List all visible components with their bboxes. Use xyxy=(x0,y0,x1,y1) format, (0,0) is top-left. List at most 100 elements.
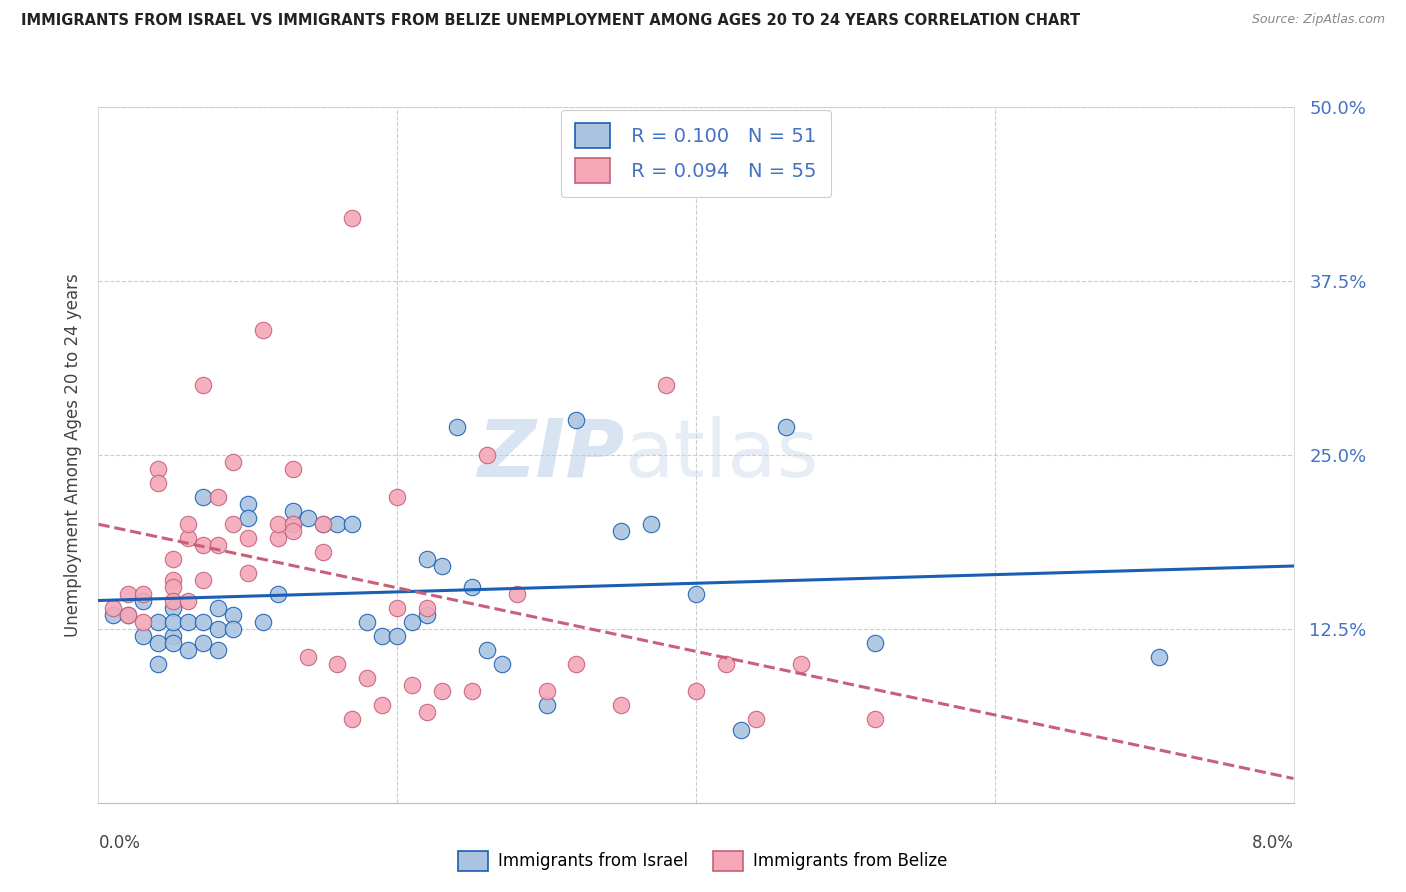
Point xyxy=(191,378,214,392)
Point xyxy=(148,636,170,650)
Point xyxy=(103,607,125,622)
Point xyxy=(714,657,737,671)
Point xyxy=(207,538,229,552)
Text: IMMIGRANTS FROM ISRAEL VS IMMIGRANTS FROM BELIZE UNEMPLOYMENT AMONG AGES 20 TO 2: IMMIGRANTS FROM ISRAEL VS IMMIGRANTS FRO… xyxy=(21,13,1080,29)
Point xyxy=(565,413,588,427)
Point xyxy=(536,684,558,698)
Point xyxy=(371,698,394,713)
Point xyxy=(775,420,797,434)
Text: 8.0%: 8.0% xyxy=(1251,834,1294,852)
Point xyxy=(267,532,290,546)
Point xyxy=(162,601,184,615)
Point xyxy=(506,587,529,601)
Point xyxy=(162,573,184,587)
Point xyxy=(281,503,304,517)
Point xyxy=(267,587,290,601)
Point xyxy=(207,601,229,615)
Point xyxy=(132,629,155,643)
Point xyxy=(191,636,214,650)
Point xyxy=(416,601,439,615)
Point xyxy=(177,594,200,608)
Point xyxy=(311,517,333,532)
Point xyxy=(281,517,304,532)
Point xyxy=(863,712,886,726)
Point xyxy=(132,587,155,601)
Point xyxy=(252,615,274,629)
Point xyxy=(222,622,245,636)
Point xyxy=(685,587,707,601)
Point xyxy=(446,420,468,434)
Point xyxy=(132,594,155,608)
Point xyxy=(207,642,229,657)
Point xyxy=(191,615,214,629)
Point xyxy=(326,517,349,532)
Point xyxy=(565,657,588,671)
Point xyxy=(491,657,513,671)
Point xyxy=(252,323,274,337)
Point xyxy=(655,378,678,392)
Point xyxy=(191,538,214,552)
Point xyxy=(103,601,125,615)
Point xyxy=(148,462,170,476)
Point xyxy=(536,698,558,713)
Point xyxy=(640,517,662,532)
Point xyxy=(222,607,245,622)
Point xyxy=(610,524,633,539)
Point xyxy=(461,580,484,594)
Point xyxy=(148,475,170,490)
Point xyxy=(297,649,319,664)
Point xyxy=(789,657,811,671)
Point xyxy=(416,607,439,622)
Point xyxy=(356,671,378,685)
Point xyxy=(863,636,886,650)
Text: ZIP: ZIP xyxy=(477,416,624,494)
Point xyxy=(281,524,304,539)
Point xyxy=(356,615,378,629)
Text: atlas: atlas xyxy=(624,416,818,494)
Legend: Immigrants from Israel, Immigrants from Belize: Immigrants from Israel, Immigrants from … xyxy=(450,842,956,880)
Point xyxy=(177,642,200,657)
Point xyxy=(430,684,453,698)
Point xyxy=(191,490,214,504)
Point xyxy=(177,517,200,532)
Point xyxy=(207,490,229,504)
Point xyxy=(475,448,498,462)
Point xyxy=(191,573,214,587)
Point xyxy=(311,517,333,532)
Point xyxy=(236,566,259,581)
Point xyxy=(416,706,439,720)
Point xyxy=(326,657,349,671)
Point xyxy=(117,607,139,622)
Point xyxy=(117,587,139,601)
Point xyxy=(148,615,170,629)
Point xyxy=(207,622,229,636)
Point xyxy=(148,657,170,671)
Y-axis label: Unemployment Among Ages 20 to 24 years: Unemployment Among Ages 20 to 24 years xyxy=(63,273,82,637)
Point xyxy=(162,580,184,594)
Point xyxy=(401,615,423,629)
Point xyxy=(281,462,304,476)
Point xyxy=(222,455,245,469)
Point xyxy=(1147,649,1170,664)
Point xyxy=(236,497,259,511)
Point xyxy=(371,629,394,643)
Point xyxy=(475,642,498,657)
Point xyxy=(162,615,184,629)
Point xyxy=(117,607,139,622)
Point xyxy=(177,532,200,546)
Point xyxy=(385,490,409,504)
Point xyxy=(162,636,184,650)
Point xyxy=(162,594,184,608)
Point xyxy=(236,532,259,546)
Point xyxy=(342,517,364,532)
Point xyxy=(222,517,245,532)
Point xyxy=(236,510,259,524)
Legend:  R = 0.100   N = 51,  R = 0.094   N = 55: R = 0.100 N = 51, R = 0.094 N = 55 xyxy=(561,110,831,197)
Point xyxy=(342,712,364,726)
Point xyxy=(685,684,707,698)
Point xyxy=(416,552,439,566)
Point xyxy=(385,601,409,615)
Point xyxy=(745,712,768,726)
Point xyxy=(342,211,364,226)
Point xyxy=(730,723,752,738)
